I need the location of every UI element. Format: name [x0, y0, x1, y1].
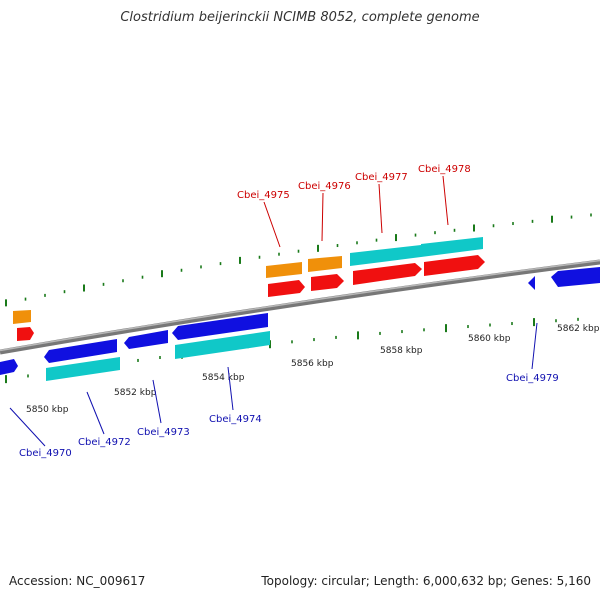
leader-line [378, 183, 383, 234]
leader-line [152, 379, 162, 424]
scale-labels: 5850 kbp 5852 kbp 5854 kbp 5856 kbp 5858… [26, 324, 600, 415]
scale-label: 5852 kbp [114, 388, 157, 398]
scale-label: 5850 kbp [26, 405, 69, 415]
leader-line [531, 322, 538, 370]
leader-line [227, 366, 234, 411]
gene-label-cbei-4970[interactable]: Cbei_4970 [19, 448, 72, 459]
genome-backbone [0, 259, 600, 355]
genome-backbone-highlight [0, 259, 600, 352]
gene-cbei-4979[interactable] [528, 276, 535, 290]
gene-label-cbei-4974[interactable]: Cbei_4974 [209, 414, 262, 425]
topology-text: Topology: circular; Length: 6,000,632 bp… [261, 574, 591, 588]
leader-line [86, 391, 105, 435]
forward-features [13, 237, 600, 341]
leader-lines [9, 175, 538, 447]
upper-tick-row [5, 213, 592, 307]
gene-label-cbei-4978[interactable]: Cbei_4978 [418, 164, 471, 175]
gene-cbei-4972[interactable] [44, 339, 117, 363]
gene-cbei-4973[interactable] [124, 330, 168, 349]
cds-cbei-4975[interactable] [268, 280, 305, 297]
gene-left-orange[interactable] [13, 310, 31, 324]
gene-labels: Cbei_4975 Cbei_4976 Cbei_4977 Cbei_4978 … [19, 164, 559, 459]
gene-cbei-4976[interactable] [308, 256, 342, 272]
scale-label: 5856 kbp [291, 359, 334, 369]
gene-cbei-4970[interactable] [0, 359, 18, 375]
leader-line [321, 192, 324, 242]
gene-label-cbei-4975[interactable]: Cbei_4975 [237, 190, 290, 201]
gene-label-cbei-4979[interactable]: Cbei_4979 [506, 373, 559, 384]
leader-line [442, 175, 449, 226]
gene-label-cbei-4972[interactable]: Cbei_4972 [78, 437, 131, 448]
gene-right-blue[interactable] [551, 267, 600, 287]
gene-cbei-4978[interactable] [421, 237, 483, 257]
cds-cbei-4972[interactable] [46, 357, 120, 381]
cds-left-red[interactable] [17, 327, 34, 341]
gene-label-cbei-4973[interactable]: Cbei_4973 [137, 427, 190, 438]
cds-cbei-4974[interactable] [175, 331, 270, 359]
reverse-features [0, 313, 270, 381]
gene-label-cbei-4977[interactable]: Cbei_4977 [355, 172, 408, 183]
gene-cbei-4974[interactable] [172, 313, 268, 340]
scale-label: 5854 kbp [202, 373, 245, 383]
gene-cbei-4975[interactable] [266, 262, 302, 278]
scale-label: 5862 kbp [557, 324, 600, 334]
leader-line [9, 407, 46, 447]
cds-cbei-4977[interactable] [353, 263, 422, 285]
scale-label: 5858 kbp [380, 346, 423, 356]
gene-label-cbei-4976[interactable]: Cbei_4976 [298, 181, 351, 192]
scale-label: 5860 kbp [468, 334, 511, 344]
cds-cbei-4976[interactable] [311, 274, 344, 291]
cds-cbei-4978[interactable] [424, 255, 485, 276]
genome-title: Clostridium beijerinckii NCIMB 8052, com… [120, 10, 480, 25]
leader-line [263, 201, 281, 248]
accession-text: Accession: NC_009617 [9, 574, 146, 588]
gene-cbei-4977[interactable] [350, 245, 421, 266]
